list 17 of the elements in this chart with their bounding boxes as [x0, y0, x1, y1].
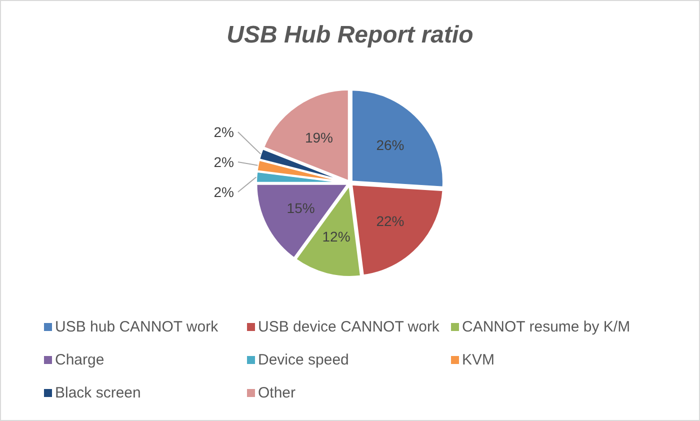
- legend-label: KVM: [462, 352, 495, 368]
- legend-label: Charge: [55, 352, 104, 368]
- data-label: 15%: [286, 200, 315, 216]
- data-label: 22%: [376, 212, 404, 229]
- legend-label: USB device CANNOT work: [258, 318, 440, 336]
- data-label: 26%: [376, 137, 404, 154]
- data-label: 2%: [214, 154, 234, 170]
- data-label: 12%: [322, 228, 350, 244]
- data-label: 2%: [214, 184, 234, 200]
- legend-label: USB hub CANNOT work: [55, 318, 219, 336]
- data-label: 2%: [214, 124, 234, 140]
- legend-label: Other: [258, 384, 296, 402]
- legend-label: CANNOT resume by K/M: [462, 318, 630, 336]
- legend-label: Device speed: [258, 352, 349, 368]
- legend-label: Black screen: [55, 384, 141, 402]
- chart-title: USB Hub Report ratio: [226, 22, 474, 48]
- data-label: 19%: [304, 129, 333, 146]
